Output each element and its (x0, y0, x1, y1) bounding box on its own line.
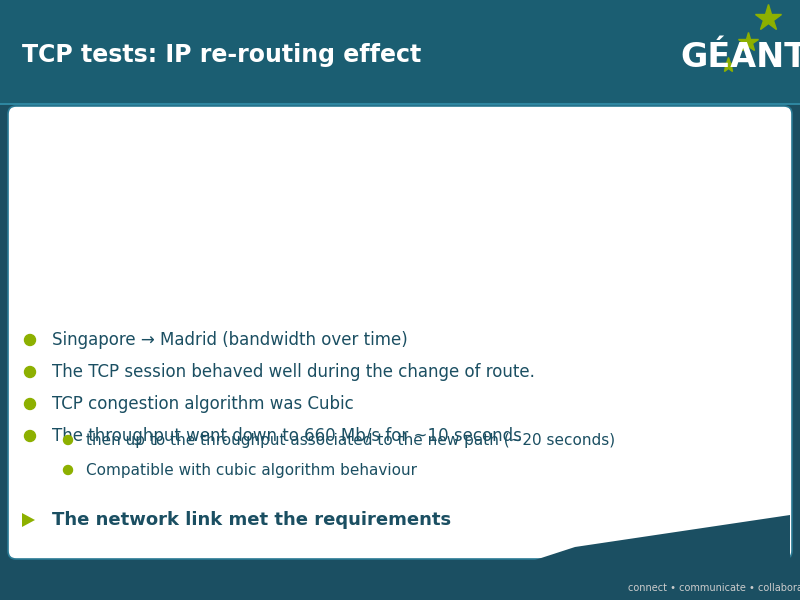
Circle shape (63, 466, 73, 475)
Text: TCP congestion algorithm was Cubic: TCP congestion algorithm was Cubic (52, 395, 354, 413)
Text: The network link met the requirements: The network link met the requirements (52, 511, 451, 529)
Text: The throughput went down to 660 Mb/s for ~10 seconds: The throughput went down to 660 Mb/s for… (52, 427, 522, 445)
Text: The TCP session behaved well during the change of route.: The TCP session behaved well during the … (52, 363, 535, 381)
Circle shape (63, 436, 73, 445)
Circle shape (25, 398, 35, 409)
Text: GÉANT: GÉANT (680, 41, 800, 74)
Circle shape (25, 367, 35, 377)
Text: then up to the throughput associated to the new path (~20 seconds): then up to the throughput associated to … (86, 433, 615, 448)
Text: connect • communicate • collaborate: connect • communicate • collaborate (628, 583, 800, 593)
Circle shape (25, 335, 35, 346)
Polygon shape (535, 515, 790, 560)
Bar (0, 0, 800, 105)
Bar (0, 568, 800, 600)
Bar (0, 103, 800, 105)
Text: TCP tests: IP re-routing effect: TCP tests: IP re-routing effect (22, 43, 422, 67)
Text: Singapore → Madrid (bandwidth over time): Singapore → Madrid (bandwidth over time) (52, 331, 408, 349)
FancyBboxPatch shape (8, 106, 792, 559)
Circle shape (25, 431, 35, 442)
Text: Compatible with cubic algorithm behaviour: Compatible with cubic algorithm behaviou… (86, 463, 417, 478)
Polygon shape (22, 513, 35, 527)
